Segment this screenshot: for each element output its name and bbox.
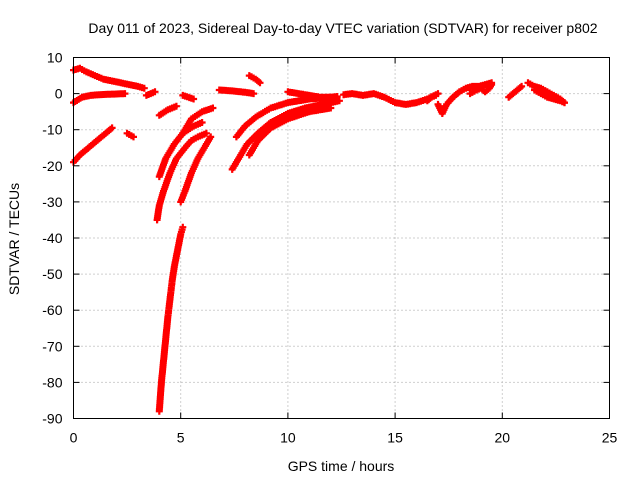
series-arc-5 bbox=[142, 88, 159, 99]
series-arc-4 bbox=[123, 129, 137, 141]
data-point-markers bbox=[434, 79, 496, 117]
series-arc-21 bbox=[434, 79, 496, 117]
series-arc-25 bbox=[531, 86, 568, 107]
series-arc-3 bbox=[70, 90, 129, 107]
series-arc-10 bbox=[177, 133, 215, 206]
series-arc-22 bbox=[466, 81, 496, 98]
y-tick-label: -30 bbox=[42, 194, 62, 210]
series-arc-13 bbox=[215, 86, 258, 98]
data-point-markers bbox=[123, 129, 137, 141]
y-tick-label: 0 bbox=[55, 86, 63, 102]
x-tick-label: 5 bbox=[177, 430, 185, 446]
data-point-markers bbox=[284, 88, 341, 101]
y-tick-label: -10 bbox=[42, 122, 62, 138]
data-point-markers bbox=[70, 124, 116, 166]
x-tick-label: 20 bbox=[495, 430, 511, 446]
series-arc-2 bbox=[70, 124, 116, 166]
x-tick-label: 25 bbox=[602, 430, 618, 446]
axis-ticks: 0 5 10 15 20 25 10 0 -10 -20 -30 -40 -50 -60 -70 -80 -90 bbox=[42, 50, 617, 446]
data-point-markers bbox=[179, 91, 198, 103]
data-point-markers bbox=[245, 104, 335, 159]
x-axis-label: GPS time / hours bbox=[288, 458, 395, 474]
data-point-markers bbox=[70, 64, 148, 92]
data-point-markers bbox=[228, 97, 343, 173]
x-tick-label: 0 bbox=[70, 430, 78, 446]
y-tick-label: -70 bbox=[42, 338, 62, 354]
series-arc-6 bbox=[155, 223, 187, 415]
data-point-markers bbox=[531, 86, 568, 107]
series-arc-18 bbox=[284, 88, 341, 101]
data-point-markers bbox=[155, 102, 180, 119]
series-arc-20 bbox=[423, 91, 440, 105]
series-arc-23 bbox=[505, 82, 526, 101]
data-marks bbox=[70, 64, 568, 415]
y-tick-label: -60 bbox=[42, 302, 62, 318]
data-point-markers bbox=[215, 86, 258, 98]
y-tick-label: 10 bbox=[47, 50, 63, 66]
data-point-markers bbox=[153, 129, 210, 224]
y-axis-label: SDTVAR / TECUs bbox=[6, 183, 22, 295]
chart-title: Day 011 of 2023, Sidereal Day-to-day VTE… bbox=[88, 20, 597, 36]
grid bbox=[73, 57, 610, 419]
y-tick-label: -90 bbox=[42, 411, 62, 427]
y-tick-label: -40 bbox=[42, 230, 62, 246]
data-point-markers bbox=[142, 88, 159, 99]
data-point-markers bbox=[245, 72, 264, 87]
y-tick-label: -80 bbox=[42, 374, 62, 390]
series-arc-11 bbox=[179, 104, 217, 137]
x-tick-label: 10 bbox=[280, 430, 296, 446]
data-point-markers bbox=[155, 223, 187, 415]
series-arc-9 bbox=[155, 102, 180, 119]
series-arc-16 bbox=[245, 104, 335, 159]
series-arc-17 bbox=[245, 72, 264, 87]
series-arc-14 bbox=[228, 97, 343, 173]
data-point-markers bbox=[179, 104, 217, 137]
data-point-markers bbox=[70, 90, 129, 107]
data-point-markers bbox=[423, 91, 440, 105]
series-arc-7 bbox=[153, 129, 210, 224]
series-arc-1 bbox=[70, 64, 148, 92]
y-tick-label: -50 bbox=[42, 266, 62, 282]
data-point-markers bbox=[177, 133, 215, 206]
data-point-markers bbox=[505, 82, 526, 101]
series-arc-12 bbox=[179, 91, 198, 103]
y-tick-label: -20 bbox=[42, 158, 62, 174]
data-point-markers bbox=[466, 81, 496, 98]
x-tick-label: 15 bbox=[387, 430, 403, 446]
